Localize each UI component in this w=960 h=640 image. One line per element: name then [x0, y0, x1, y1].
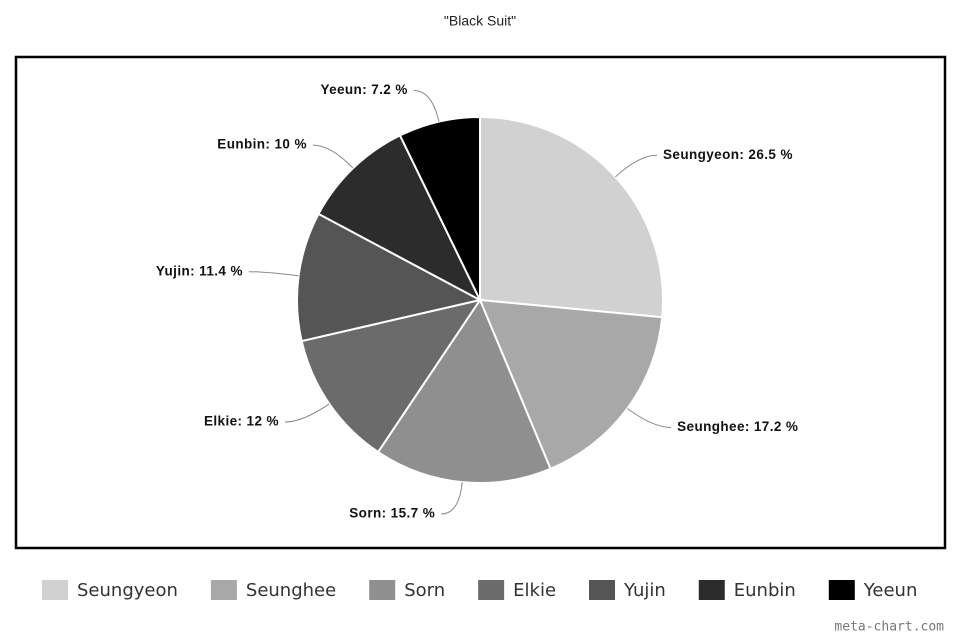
legend-swatch	[42, 580, 68, 600]
data-label: Yujin: 11.4 %	[156, 263, 243, 278]
leader-line	[248, 271, 299, 277]
pie-slice	[376, 297, 552, 484]
pie-slice	[398, 115, 481, 301]
legend-swatch	[478, 580, 505, 600]
leader-line	[413, 89, 440, 122]
watermark: meta-chart.com	[834, 620, 944, 635]
legend-swatch	[828, 580, 855, 600]
legend-swatch	[210, 580, 237, 600]
leader-line	[615, 154, 658, 178]
leader-line	[627, 408, 672, 428]
data-label: Elkie: 12 %	[204, 414, 279, 429]
data-label: Seungyeon: 26.5 %	[663, 147, 793, 162]
data-label: Seunghee: 17.2 %	[677, 419, 798, 434]
chart-title: "Black Suit"	[444, 13, 516, 29]
legend-label: Seungyeon	[77, 580, 178, 601]
data-label: Yeeun: 7.2 %	[320, 82, 407, 97]
pie-slice	[296, 212, 483, 343]
pie-slice	[300, 298, 483, 454]
leader-line	[441, 482, 463, 515]
legend-label: Eunbin	[734, 580, 796, 601]
legend-label: Yeeun	[863, 580, 918, 601]
legend-label: Elkie	[513, 580, 556, 601]
pie-slice	[317, 134, 483, 303]
plot-frame	[14, 55, 947, 550]
pie-slice	[479, 115, 664, 319]
legend-swatch	[589, 580, 616, 600]
legend-swatch	[698, 580, 725, 600]
legend-label: Sorn	[404, 580, 445, 601]
leader-line	[284, 403, 330, 423]
data-label: Sorn: 15.7 %	[349, 506, 435, 521]
legend-label: Seunghee	[246, 580, 336, 601]
data-label: Eunbin: 10 %	[217, 137, 307, 152]
leader-line	[312, 144, 354, 169]
legend-label: Yujin	[623, 580, 666, 601]
legend-swatch	[369, 580, 396, 600]
